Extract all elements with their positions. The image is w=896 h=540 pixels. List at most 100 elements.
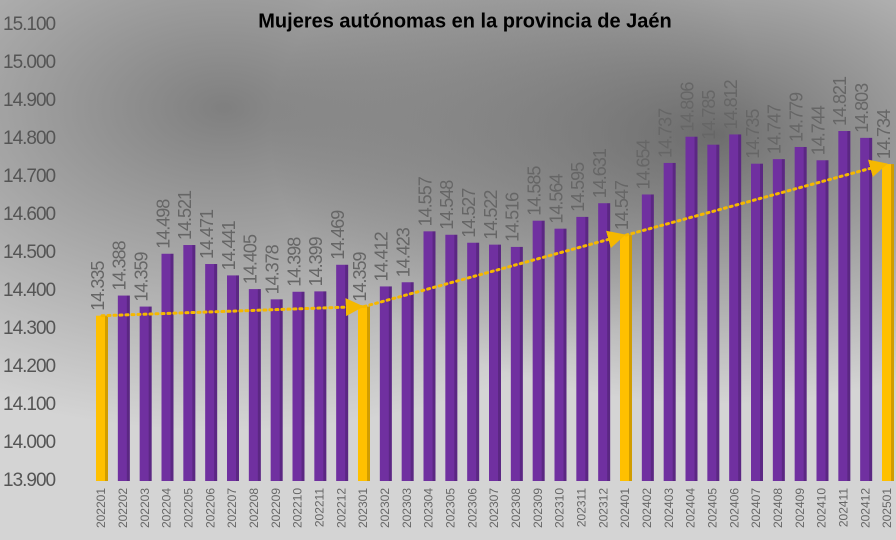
bar-shade bbox=[214, 264, 218, 481]
bar-shade bbox=[170, 253, 174, 481]
value-label: 14.734 bbox=[874, 109, 894, 159]
x-tick-label: 202309 bbox=[531, 488, 545, 528]
bar-shade bbox=[388, 286, 392, 481]
value-label: 14.785 bbox=[699, 90, 719, 140]
x-tick-label: 202408 bbox=[771, 488, 785, 528]
value-label: 14.548 bbox=[437, 180, 457, 230]
value-label: 14.388 bbox=[110, 241, 130, 291]
x-tick-label: 202201 bbox=[94, 488, 108, 528]
bar-shade bbox=[869, 137, 873, 482]
bar-shade bbox=[607, 203, 611, 481]
x-tick-label: 202401 bbox=[618, 488, 632, 528]
x-tick-label: 202409 bbox=[793, 488, 807, 528]
x-tick-label: 202210 bbox=[291, 488, 305, 528]
y-tick-label: 14.700 bbox=[3, 166, 56, 187]
bar bbox=[183, 245, 196, 481]
bar bbox=[860, 137, 873, 482]
value-label: 14.378 bbox=[262, 244, 282, 294]
bar-shade bbox=[367, 306, 370, 481]
bar-shade bbox=[716, 144, 720, 481]
value-label: 14.398 bbox=[284, 237, 304, 287]
chart-title: Mujeres autónomas en la provincia de Jaé… bbox=[258, 10, 671, 32]
value-label: 14.585 bbox=[524, 166, 544, 216]
x-tick-label: 202311 bbox=[575, 488, 589, 527]
x-tick-label: 202211 bbox=[313, 488, 327, 527]
value-label: 14.547 bbox=[612, 180, 632, 230]
bar-shade bbox=[694, 136, 698, 481]
bar-shade bbox=[847, 131, 851, 481]
bar bbox=[227, 275, 239, 481]
bar-shade bbox=[672, 162, 676, 481]
y-tick-label: 14.500 bbox=[3, 242, 56, 263]
bar-shade bbox=[519, 246, 523, 481]
bar bbox=[663, 162, 676, 481]
bar-shade bbox=[585, 216, 589, 481]
value-label: 14.735 bbox=[743, 109, 763, 159]
bar bbox=[270, 299, 283, 481]
value-label: 14.522 bbox=[481, 190, 501, 240]
bar bbox=[205, 264, 218, 481]
value-label: 14.399 bbox=[306, 236, 326, 286]
value-label: 14.747 bbox=[765, 104, 785, 154]
x-tick-label: 202203 bbox=[138, 488, 152, 528]
bar bbox=[336, 264, 349, 481]
bar bbox=[729, 134, 742, 481]
bar-shade bbox=[432, 231, 436, 481]
bar-shade bbox=[650, 194, 654, 482]
bar bbox=[838, 131, 851, 481]
x-tick-label: 202305 bbox=[444, 488, 458, 528]
bar-shade bbox=[410, 282, 414, 481]
bar bbox=[314, 291, 327, 481]
bar-shade bbox=[541, 220, 545, 481]
bar bbox=[358, 306, 370, 481]
y-tick-label: 14.200 bbox=[3, 356, 56, 377]
x-tick-label: 202308 bbox=[509, 488, 523, 528]
bar bbox=[401, 282, 414, 481]
x-tick-label: 202404 bbox=[684, 488, 698, 528]
x-tick-label: 202501 bbox=[880, 488, 894, 528]
value-label: 14.779 bbox=[786, 92, 806, 142]
x-tick-label: 202410 bbox=[815, 488, 829, 528]
bar bbox=[96, 315, 108, 481]
bar bbox=[882, 164, 894, 481]
bar-shade bbox=[563, 228, 567, 481]
y-tick-label: 13.900 bbox=[3, 470, 56, 491]
bar bbox=[685, 136, 698, 481]
bar bbox=[554, 228, 567, 481]
value-label: 14.631 bbox=[590, 148, 610, 198]
y-tick-label: 14.400 bbox=[3, 280, 56, 301]
value-label: 14.359 bbox=[131, 252, 151, 302]
x-tick-label: 202205 bbox=[182, 488, 196, 528]
value-label: 14.803 bbox=[852, 83, 872, 133]
bar-shade bbox=[105, 315, 108, 481]
value-label: 14.654 bbox=[634, 139, 654, 189]
value-label: 14.441 bbox=[219, 220, 239, 270]
x-tick-label: 202302 bbox=[378, 488, 392, 528]
y-tick-label: 14.100 bbox=[3, 394, 56, 415]
y-tick-label: 14.800 bbox=[3, 128, 56, 149]
x-tick-label: 202412 bbox=[858, 488, 872, 528]
value-label: 14.412 bbox=[372, 231, 392, 281]
x-tick-label: 202312 bbox=[596, 488, 610, 528]
trend-line bbox=[624, 159, 888, 237]
bar-shade bbox=[825, 160, 829, 481]
x-tick-label: 202206 bbox=[203, 488, 217, 528]
y-tick-label: 14.900 bbox=[3, 90, 56, 111]
y-tick-label: 14.000 bbox=[3, 432, 56, 453]
bar bbox=[161, 253, 174, 481]
bar-shade bbox=[126, 295, 130, 481]
bar-shade bbox=[891, 164, 894, 481]
x-tick-label: 202303 bbox=[400, 488, 414, 528]
bar-shade bbox=[192, 245, 196, 481]
bar bbox=[707, 144, 720, 481]
bar-shade bbox=[454, 234, 458, 481]
x-tick-label: 202209 bbox=[269, 488, 283, 528]
value-label: 14.521 bbox=[175, 190, 195, 240]
bar-shade bbox=[148, 306, 152, 481]
value-label: 14.806 bbox=[677, 82, 697, 132]
bar bbox=[576, 216, 589, 481]
value-label: 14.471 bbox=[197, 209, 217, 259]
x-tick-label: 202310 bbox=[553, 488, 567, 528]
x-tick-label: 202204 bbox=[160, 488, 174, 528]
bar bbox=[379, 286, 392, 481]
